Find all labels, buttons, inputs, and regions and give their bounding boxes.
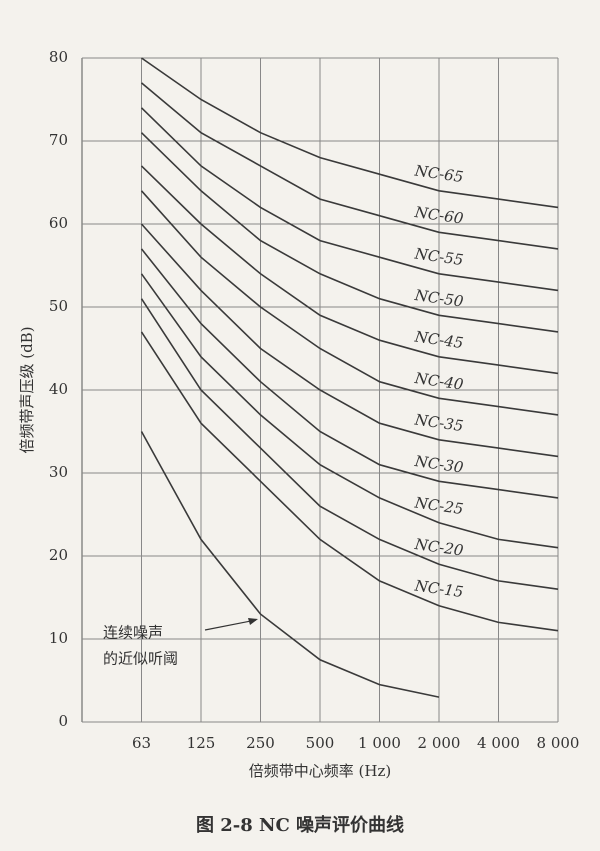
- y-tick-label: 20: [49, 546, 68, 564]
- x-tick-label: 125: [187, 734, 216, 752]
- y-tick-label: 60: [49, 214, 68, 232]
- x-tick-label: 8 000: [537, 734, 580, 752]
- y-tick-label: 10: [49, 629, 68, 647]
- series-line: [140, 107, 559, 292]
- y-tick-label: 50: [49, 297, 68, 315]
- series-line: [141, 57, 559, 209]
- x-tick-label: 250: [246, 734, 275, 752]
- x-tick-label: 2 000: [418, 734, 461, 752]
- series-line: [140, 132, 559, 333]
- series-line: [140, 165, 559, 375]
- y-tick-label: 0: [58, 712, 68, 730]
- annotation-arrow: [204, 619, 257, 631]
- y-axis-label: 倍频带声压级 (dB): [18, 326, 36, 453]
- y-tick-label: 30: [49, 463, 68, 481]
- annotation: 连续噪声: [103, 624, 163, 642]
- annotation-arrowhead: [248, 618, 258, 625]
- series-line: [140, 431, 440, 698]
- chart-caption: 图 2-8 NC 噪声评价曲线: [196, 814, 404, 836]
- series-line: [140, 223, 559, 458]
- annotation: 的近似听阈: [103, 650, 178, 668]
- series-line: [140, 273, 559, 549]
- series-line: [140, 331, 559, 632]
- x-tick-label: 4 000: [477, 734, 520, 752]
- x-axis-label: 倍频带中心频率 (Hz): [249, 762, 391, 780]
- series-line: [140, 82, 559, 250]
- y-tick-label: 70: [49, 131, 68, 149]
- y-tick-label: 80: [49, 48, 68, 66]
- y-tick-label: 40: [49, 380, 68, 398]
- series-line: [140, 298, 559, 590]
- series-line: [140, 248, 559, 499]
- x-tick-label: 63: [132, 734, 151, 752]
- x-tick-label: 500: [306, 734, 335, 752]
- series-line: [140, 190, 559, 416]
- x-tick-label: 1 000: [358, 734, 401, 752]
